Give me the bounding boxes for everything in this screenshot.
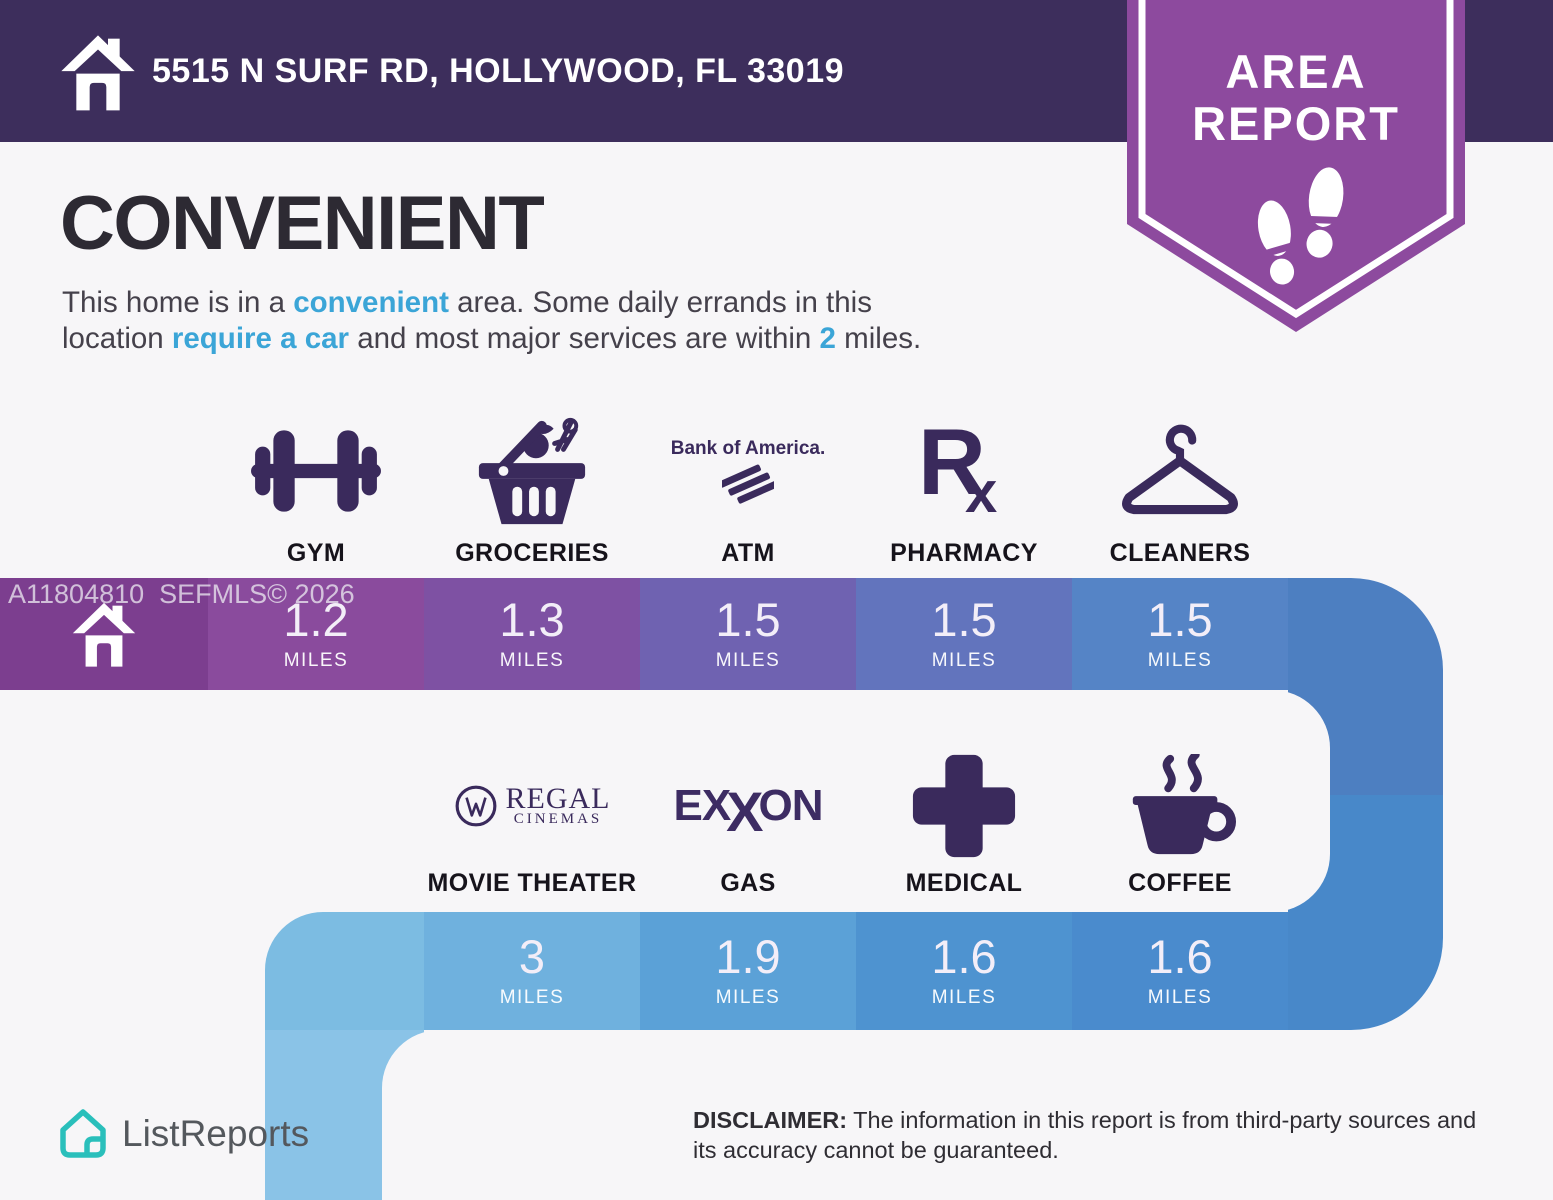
rx-r: R [918, 408, 986, 514]
bank-of-america-flag-icon [721, 464, 774, 504]
amenity-label: GAS [720, 869, 776, 897]
distance-value: 1.2 [283, 593, 349, 646]
description: This home is in a convenient area. Some … [62, 285, 1082, 357]
bank-of-america-logo: Bank of America. [670, 437, 826, 504]
distance-value: 1.9 [715, 930, 781, 983]
distance-unit: MILES [931, 987, 997, 1008]
footprints-icon [1257, 167, 1344, 285]
listreports-house-icon [60, 1109, 106, 1158]
distance-cell-atm: 1.5 MILES [640, 578, 856, 690]
distance-cell-medical: 1.6 MILES [856, 912, 1072, 1030]
distance-cell-groceries: 1.3 MILES [424, 578, 640, 690]
disclaimer: DISCLAIMER: The information in this repo… [693, 1106, 1493, 1165]
exxon-text: ON [758, 780, 824, 830]
amenity-label: GYM [286, 539, 346, 567]
listreports-text: ListReports [122, 1113, 310, 1154]
distance-unit: MILES [931, 650, 997, 671]
distance-cell-gas: 1.9 MILES [640, 912, 856, 1030]
amenity-groceries: GROCERIES [424, 402, 640, 568]
distance-unit: MILES [499, 987, 565, 1008]
page-title: CONVENIENT [60, 181, 545, 266]
desc-text: and most major services are within [349, 322, 820, 355]
disclaimer-text: The information in this report is from t… [693, 1107, 1477, 1163]
distance-value: 3 [518, 930, 546, 983]
area-report-badge: AREA REPORT [1127, 0, 1465, 332]
desc-text: area. Some daily errands in this [448, 286, 872, 319]
badge-line1: AREA [1225, 45, 1366, 98]
band-home-segment [0, 578, 208, 690]
amenity-label: ATM [721, 539, 775, 567]
property-address: 5515 N SURF RD, HOLLYWOOD, FL 33019 [152, 51, 845, 90]
distance-value: 1.5 [715, 593, 781, 646]
amenity-pharmacy: R x PHARMACY [856, 402, 1072, 568]
listreports-logo: ListReports [58, 1108, 309, 1160]
distance-cell-coffee: 1.6 MILES [1072, 912, 1288, 1030]
amenity-coffee: COFFEE [1072, 742, 1288, 898]
desc-highlight-car: require a car [171, 322, 349, 355]
mls-watermark: A11804810 SEFMLS© 2026 [8, 579, 355, 609]
distance-unit: MILES [715, 987, 781, 1008]
amenity-label: COFFEE [1128, 869, 1232, 897]
distance-unit: MILES [1147, 650, 1213, 671]
exxon-logo: EX X ON [673, 773, 824, 843]
path-inner-corner-left [382, 1030, 532, 1200]
badge-line2: REPORT [1192, 97, 1400, 150]
amenity-atm: Bank of America. ATM [640, 402, 856, 568]
amenity-label: MOVIE THEATER [427, 869, 637, 897]
medical-cross-icon [912, 754, 1016, 857]
amenity-label: GROCERIES [455, 539, 609, 567]
amenity-label: CLEANERS [1109, 539, 1251, 567]
regal-text: REGAL [505, 781, 611, 815]
distance-value: 1.5 [931, 593, 997, 646]
grocery-basket-icon [478, 417, 586, 524]
coffee-cup-icon [1132, 753, 1237, 854]
distance-unit: MILES [499, 650, 565, 671]
disclaimer-label: DISCLAIMER: [693, 1107, 848, 1133]
distance-value: 1.5 [1147, 593, 1213, 646]
exxon-x: X [726, 780, 763, 843]
home-icon [61, 35, 135, 111]
distance-value: 1.6 [1147, 930, 1213, 983]
amenity-movie-theater: REGAL CINEMAS MOVIE THEATER [424, 742, 640, 898]
home-icon [72, 602, 136, 667]
desc-text: miles. [835, 322, 922, 355]
amenity-gym: GYM [208, 402, 424, 568]
rx-icon: R x [918, 408, 1010, 525]
desc-text: This home is in a [62, 286, 294, 319]
distance-unit: MILES [715, 650, 781, 671]
amenity-cleaners: CLEANERS [1072, 402, 1288, 568]
amenity-medical: MEDICAL [856, 742, 1072, 898]
distance-value: 1.6 [931, 930, 997, 983]
dumbbell-icon [251, 429, 381, 512]
cinemas-text: CINEMAS [513, 810, 603, 827]
distance-cell-cleaners: 1.5 MILES [1072, 578, 1288, 690]
desc-highlight-miles: 2 [819, 322, 836, 355]
bank-of-america-text: Bank of America. [670, 437, 826, 459]
distance-cell-movie-theater: 3 MILES [424, 912, 640, 1030]
amenity-label: PHARMACY [890, 539, 1038, 567]
distance-value: 1.3 [499, 593, 565, 646]
distance-unit: MILES [283, 650, 349, 671]
exxon-text: EX [673, 780, 731, 830]
desc-text: location [62, 322, 172, 355]
distance-cell-gym: 1.2 MILES [208, 578, 424, 690]
rx-x: x [965, 459, 998, 525]
amenity-label: MEDICAL [905, 869, 1023, 897]
desc-highlight-convenient: convenient [293, 286, 449, 319]
regal-crown-icon [455, 785, 496, 826]
distance-cell-pharmacy: 1.5 MILES [856, 578, 1072, 690]
regal-cinemas-logo: REGAL CINEMAS [454, 781, 611, 828]
hanger-icon [1122, 424, 1238, 514]
amenity-gas: EX X ON GAS [640, 742, 856, 898]
distance-unit: MILES [1147, 987, 1213, 1008]
